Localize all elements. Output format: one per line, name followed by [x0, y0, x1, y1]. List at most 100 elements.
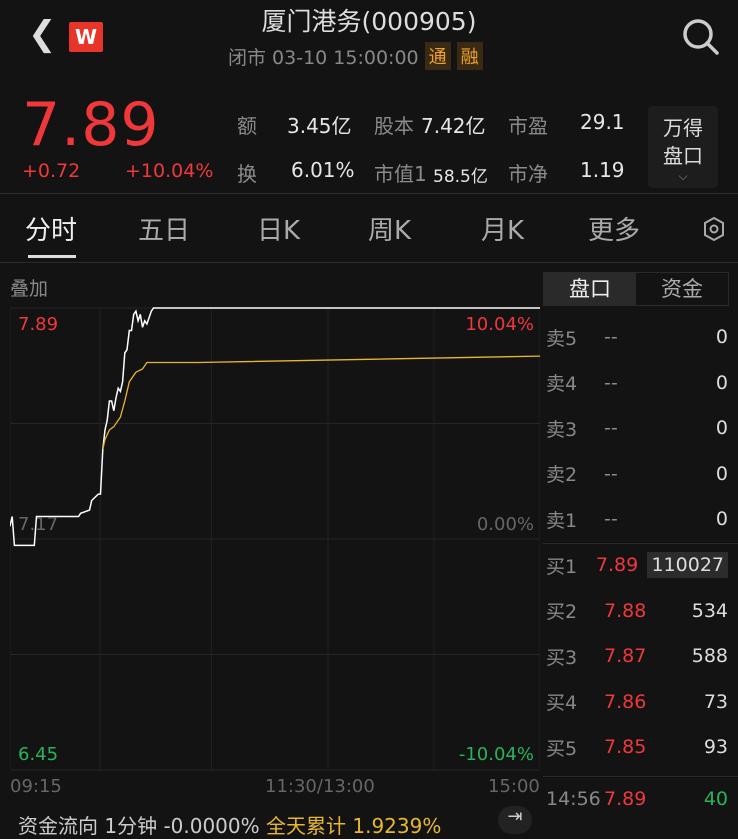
stat-value: 58.5亿	[433, 167, 488, 187]
level-volume: 73	[664, 691, 732, 713]
stat-label: 换	[237, 162, 257, 186]
level-volume-value: 73	[703, 690, 728, 713]
level-volume-value: 0	[715, 462, 728, 485]
level-volume-value: 0	[715, 417, 728, 440]
level-label: 买5	[546, 737, 578, 760]
level-volume-value: 534	[691, 599, 728, 622]
bottom-price-label: 6.45	[18, 744, 59, 765]
tab-monthly-k[interactable]: 月K	[481, 216, 525, 246]
level-volume-value: 0	[715, 371, 728, 394]
trade-volume: 40	[703, 788, 728, 810]
back-button[interactable]: ❮	[28, 14, 57, 54]
tag-rong: 融	[456, 42, 483, 70]
level-price: --	[604, 326, 618, 348]
orderbook-row: 卖1 -- 0	[546, 496, 732, 542]
tab-five-day[interactable]: 五日	[138, 216, 191, 246]
tab-weekly-k[interactable]: 周K	[368, 216, 412, 246]
level-label: 卖5	[546, 327, 578, 350]
level-price: 7.89	[595, 554, 639, 576]
time-label-open: 09:15	[10, 776, 62, 797]
market-status: 闭市 03-10 15:00:00 通 融	[228, 42, 483, 70]
top-price-label: 7.89	[18, 314, 59, 335]
stat-label: 市盈	[508, 114, 548, 138]
wind-logo: W	[69, 22, 103, 52]
level-volume: 0	[664, 372, 732, 394]
orderbook-row: 买1 7.89 110027	[546, 542, 732, 588]
stat-label: 额	[237, 114, 257, 138]
level-volume-value: 110027	[647, 552, 728, 578]
tab-more[interactable]: 更多	[588, 216, 641, 246]
orderbook-row: 买4 7.86 73	[546, 679, 732, 725]
intraday-chart	[10, 307, 540, 771]
stat-label: 市净	[508, 162, 548, 186]
level-volume-value: 0	[715, 508, 728, 531]
level-label: 买3	[546, 646, 578, 669]
stat-value: 1.19	[580, 158, 625, 182]
orderbook-row: 卖2 -- 0	[546, 451, 732, 497]
level-price: 7.85	[604, 736, 647, 759]
level-price: --	[604, 417, 618, 440]
stat-value: 7.42亿	[421, 114, 486, 138]
level-price: --	[604, 371, 618, 394]
time-label-close: 15:00	[488, 776, 540, 797]
level-volume-value: 0	[715, 326, 728, 348]
fund-flow-bar: 资金流向 1分钟 -0.0000% 全天累计 1.9239%	[18, 810, 441, 839]
status-text: 闭市 03-10 15:00:00	[228, 46, 419, 69]
level-label: 买2	[546, 601, 578, 624]
stat-value: 29.1	[580, 110, 625, 134]
level-volume-value: 588	[691, 645, 728, 668]
level-price: --	[604, 462, 618, 485]
fund-flow-minute: 资金流向 1分钟 -0.0000%	[18, 814, 260, 838]
search-icon[interactable]	[680, 16, 720, 56]
mid-pct-label: 0.00%	[476, 514, 534, 535]
level-label: 卖1	[546, 509, 578, 532]
level-label: 买4	[546, 692, 578, 715]
level-price: 7.87	[604, 645, 647, 668]
orderbook-row: 买3 7.87 588	[546, 633, 732, 679]
trade-price: 7.89	[604, 788, 647, 810]
wind-orderbook-button[interactable]: 万得 盘口 ⌵	[648, 106, 718, 188]
divider	[543, 776, 738, 777]
price-change: +0.72	[22, 160, 81, 182]
bottom-pct-label: -10.04%	[458, 744, 534, 765]
level-label: 卖4	[546, 373, 578, 396]
stat-label: 市值1	[374, 162, 427, 186]
level-volume: 534	[664, 600, 732, 622]
level-price: 7.86	[604, 690, 647, 713]
tab-daily-k[interactable]: 日K	[257, 216, 301, 246]
stat-value: 6.01%	[291, 158, 355, 182]
tab-orderbook[interactable]: 盘口	[544, 273, 636, 305]
level-label: 卖2	[546, 464, 578, 487]
level-volume-value: 93	[703, 736, 728, 759]
expand-icon[interactable]: ⇥	[498, 806, 532, 834]
average-price-line	[102, 355, 540, 450]
last-price: 7.89	[22, 90, 160, 160]
orderbook-row: 卖5 -- 0	[546, 314, 732, 360]
level-label: 买1	[546, 555, 578, 578]
level-volume: 0	[664, 417, 732, 439]
orderbook-tabs: 盘口 资金	[543, 272, 729, 306]
settings-icon[interactable]	[702, 216, 726, 242]
level-price: 7.88	[604, 599, 647, 622]
time-label-mid: 11:30/13:00	[265, 776, 375, 797]
orderbook-row: 买5 7.85 93	[546, 724, 732, 770]
tag-tong: 通	[424, 42, 451, 70]
orderbook-row: 卖3 -- 0	[546, 405, 732, 451]
level-volume: 0	[664, 508, 732, 530]
trade-row: 14:56 7.89 40	[546, 776, 732, 822]
level-label: 卖3	[546, 418, 578, 441]
price-change-pct: +10.04%	[125, 160, 214, 182]
top-pct-label: 10.04%	[465, 314, 534, 335]
level-volume: 110027	[647, 552, 732, 578]
tab-funds[interactable]: 资金	[661, 277, 703, 301]
stat-value: 3.45亿	[287, 114, 352, 138]
level-price: --	[604, 508, 618, 531]
price-line	[10, 307, 540, 547]
overlay-button[interactable]: 叠加	[10, 278, 49, 300]
tab-intraday[interactable]: 分时	[25, 216, 78, 246]
page-title: 厦门港务(000905)	[261, 7, 477, 36]
level-volume: 0	[664, 326, 732, 348]
fund-flow-total: 全天累计 1.9239%	[266, 814, 442, 838]
mid-price-label: 7.17	[18, 514, 59, 535]
active-tab-indicator	[28, 255, 76, 258]
